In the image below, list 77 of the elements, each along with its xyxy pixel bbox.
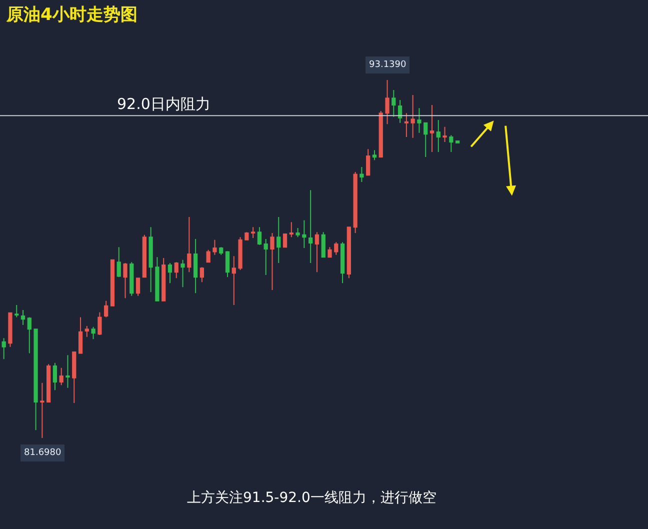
candlestick: [430, 104, 434, 152]
chart-title: 原油4小时走势图: [5, 4, 138, 25]
candlestick: [84, 325, 89, 338]
candlestick: [264, 238, 268, 276]
candlestick: [372, 150, 377, 161]
candlestick: [257, 226, 262, 246]
candlestick: [238, 236, 242, 270]
candlestick: [353, 172, 358, 234]
candlestick: [8, 312, 12, 348]
candlestick: [456, 140, 460, 144]
candlestick: [398, 100, 402, 124]
annotation: 93.1390: [369, 60, 406, 70]
candlestick: [46, 364, 51, 403]
candlestick: [251, 226, 256, 239]
candlestick: [219, 246, 224, 256]
candlestick: [282, 233, 288, 248]
candlestick: [225, 250, 230, 278]
candlestick: [302, 220, 306, 249]
candlestick: [212, 239, 217, 256]
candlestick: [436, 120, 440, 152]
candlestick: [296, 228, 300, 238]
candlestick: [14, 304, 19, 318]
candlestick: [20, 310, 26, 326]
candlestick: [72, 351, 76, 404]
candlestick: [155, 256, 160, 302]
candlestick: [410, 94, 415, 138]
candlestick: [52, 362, 58, 391]
candlestick: [270, 232, 274, 290]
candlestick: [142, 234, 146, 278]
candlestick: [110, 259, 115, 306]
candlestick: [378, 110, 383, 158]
candlestick: [98, 312, 102, 336]
candlestick: [78, 316, 83, 354]
candlestick: [200, 266, 204, 283]
candlestick: [2, 338, 6, 360]
candlestick: [334, 242, 338, 256]
candlestick: [136, 278, 140, 296]
candlestick: [66, 354, 70, 388]
candlestick: [340, 242, 345, 284]
candlestick: [59, 367, 64, 386]
candlestick: [385, 80, 390, 125]
candlestick: [180, 259, 185, 288]
candlestick: [276, 216, 281, 264]
candlestick: [308, 190, 313, 264]
candlestick: [417, 108, 422, 134]
annotation: 81.6980: [24, 448, 62, 458]
candlestick: [449, 134, 454, 152]
candlestick: [148, 226, 153, 293]
candlestick: [116, 246, 121, 278]
candlestick: [130, 262, 134, 296]
candlestick: [442, 126, 447, 142]
candlestick: [289, 222, 294, 238]
candlestick: [174, 262, 178, 279]
candlestick: [193, 238, 198, 294]
candlestick: [91, 326, 96, 340]
candlestick: [392, 90, 396, 118]
candlestick: [40, 382, 44, 439]
candlestick: [123, 262, 128, 299]
candlestick: [360, 166, 364, 183]
candlestick: [34, 328, 38, 431]
candlestick: [328, 246, 332, 258]
candlestick: [424, 122, 428, 158]
candlestick: [404, 112, 408, 138]
candlestick: [187, 216, 192, 273]
candlestick: [104, 300, 108, 318]
candlestick: [232, 256, 236, 306]
candlestick: [27, 316, 32, 354]
candlestick: [321, 232, 326, 258]
candlestick: [162, 258, 166, 302]
candlestick: [346, 226, 351, 279]
candlestick: [244, 232, 249, 240]
candlestick: [206, 249, 210, 263]
candlestick: [366, 148, 370, 176]
candlestick: [314, 232, 320, 273]
candlestick: [168, 262, 172, 284]
text: 上方关注91.5-92.0一线阻力，进行做空: [187, 490, 436, 506]
ref-line-label: 92.0日内阻力: [117, 95, 210, 113]
